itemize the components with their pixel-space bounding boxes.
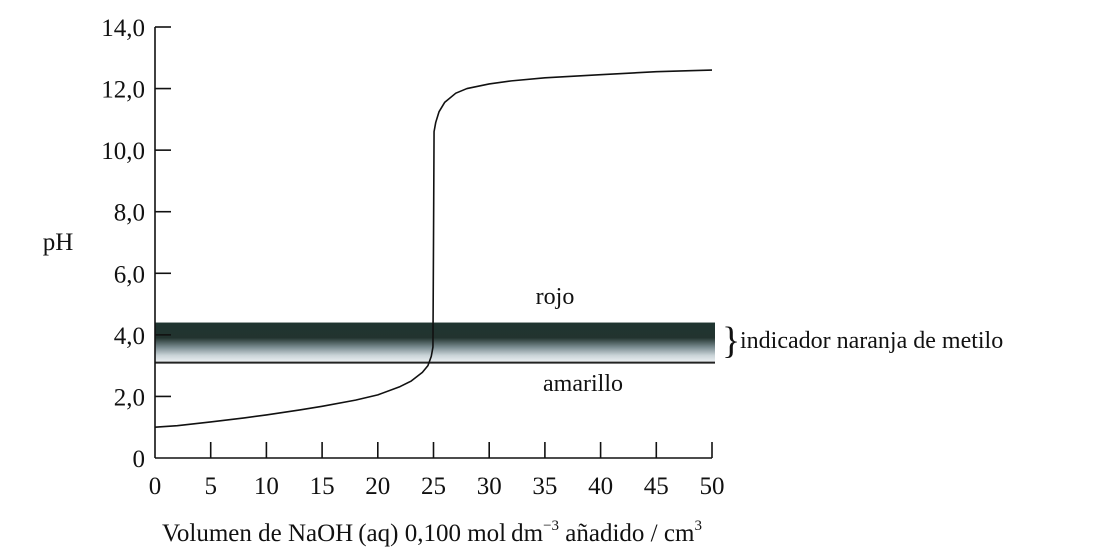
band-lower-label: amarillo [543,371,623,397]
y-tick-label: 14,0 [101,15,145,42]
x-tick-label: 45 [644,473,669,500]
x-axis-title-middle: añadido / cm [559,520,695,547]
x-tick-label: 5 [204,473,217,500]
x-tick-label: 10 [254,473,279,500]
band-brace: } [722,320,740,362]
indicator-band [155,322,715,363]
band-indicator-label: indicador naranja de metilo [740,328,1003,354]
x-tick-label: 15 [310,473,335,500]
x-axis-title-exp1: −3 [543,518,559,534]
y-tick-label: 6,0 [114,261,145,288]
x-tick-label: 30 [477,473,502,500]
y-tick-label: 4,0 [114,323,145,350]
x-axis-title-main: Volumen de NaOH (aq) 0,100 mol dm [162,520,544,547]
y-tick-label: 12,0 [101,77,145,104]
y-axis-title: pH [43,229,74,256]
y-tick-label: 0 [133,446,146,473]
y-tick-label: 8,0 [114,200,145,227]
x-axis-title-exp2: 3 [694,518,702,534]
x-tick-label: 50 [700,473,725,500]
x-tick-label: 25 [421,473,446,500]
x-tick-label: 0 [149,473,162,500]
x-tick-label: 35 [532,473,557,500]
x-tick-label: 40 [588,473,613,500]
titration-curve [154,69,713,429]
x-axis-title: Volumen de NaOH (aq) 0,100 mol dm−3 añad… [162,518,702,547]
y-tick-label: 2,0 [114,384,145,411]
band-upper-label: rojo [536,284,575,310]
y-tick-label: 10,0 [101,138,145,165]
x-tick-label: 20 [365,473,390,500]
